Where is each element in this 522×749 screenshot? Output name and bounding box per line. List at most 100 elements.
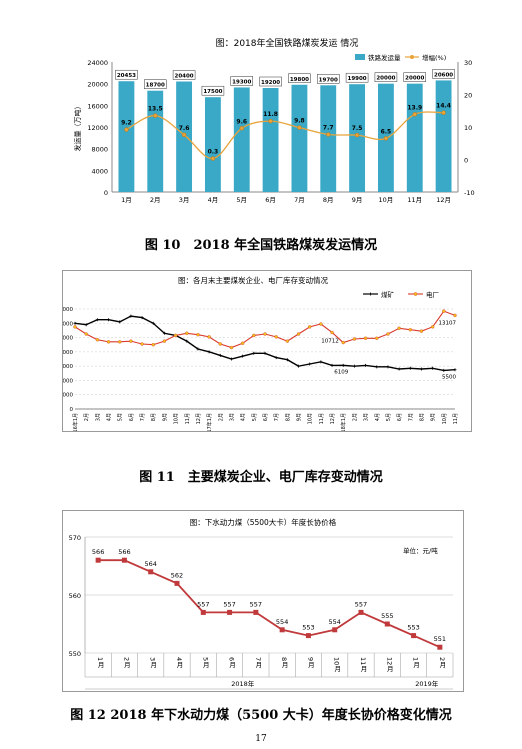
growth-label: 13.9 [407,104,422,111]
coal-mine-point [453,368,457,372]
coal-mine-point [185,339,189,343]
price-point [279,627,285,633]
x-tick-label: 11月 [453,413,459,424]
x-tick-label: 6月 [397,413,403,421]
y-tick-label: 24000 [87,59,108,67]
inventory-chart: 图：各月末主要煤炭企业、电厂库存变动情况 0 2000 4000 6000 8000 100… [56,275,460,439]
bar-label-box [230,76,253,86]
y-tick-label: 550 [69,650,81,658]
x-tick-label: 7月 [294,196,305,204]
x-tick-label: 8月 [280,657,288,669]
price-line [98,559,441,649]
coal-mine-point [431,366,435,370]
y-tick-label: 12000 [63,321,73,327]
legend-line-marker [410,55,414,59]
power-plant-point [308,325,312,329]
price-label: 564 [145,560,157,568]
bar-label-box [345,72,369,83]
chart-title: 图：2018年全国铁路煤炭发运 情况 [216,37,359,49]
bar-label-box [317,74,340,84]
price-label: 553 [302,624,314,632]
bar [118,81,135,192]
coal-mine-point [129,314,133,318]
x-tick-label: 4月 [375,413,381,421]
coal-mine-point [397,367,401,371]
x-tick-label: 7月 [140,413,146,421]
x-tick-label: 3月 [229,413,235,421]
growth-point [124,127,129,132]
growth-point [354,132,360,138]
x-tick-label: 11月 [407,196,422,204]
x-tick-label: 2018年1月 [340,413,347,431]
growth-label: 9.6 [236,118,247,125]
x-tick-label: 10月 [333,657,341,673]
growth-line [126,111,444,160]
x-tick-label: 4月 [208,196,219,204]
price-label: 554 [276,618,288,626]
bar [204,97,221,192]
coal-mine-point [375,365,379,369]
y-tick-label: 14000 [63,307,73,313]
coal-mine-point [408,366,412,370]
power-plant-point [330,330,334,335]
coal-mine-point [252,351,256,355]
growth-point [210,156,216,161]
coal-mine-point [241,354,245,358]
coal-mine-point [73,321,77,325]
y-tick-label: 2000 [63,393,73,399]
x-tick-label: 6月 [129,413,135,421]
rail-coal-chart: 图：2018年全国铁路煤炭发运 情况0400080001200016000200… [73,37,475,204]
price-label: 553 [407,624,419,632]
x-tick-label: 3月 [364,413,370,421]
y-tick-label: 0 [104,189,108,197]
bar-value-label: 18700 [146,83,165,89]
x-tick-label: 2月 [84,413,90,421]
legend-plant-marker [413,292,418,296]
bar-value-label: 20453 [117,73,136,79]
bar-value-label: 19700 [319,77,338,83]
series-line-coal-mine [74,315,456,372]
growth-label: 14.4 [436,103,451,110]
bar-value-label: 20600 [434,72,453,78]
growth-point [268,118,273,124]
price-point [95,557,101,563]
power-plant-point [397,326,401,330]
x-tick-label: 3月 [149,657,157,669]
bar-value-label: 19800 [290,77,309,83]
x-tick-label: 2月 [150,196,161,204]
growth-label: 9.8 [294,118,305,125]
price-point [437,644,443,650]
power-plant-point [218,342,222,346]
y-tick-label: 570 [69,534,81,542]
power-plant-point [296,332,301,336]
y-tick-label: 560 [69,592,81,600]
x-tick-label: 4月 [107,413,113,421]
figure-12-caption: 图 12 2018 年下水动力煤（5500 大卡）年度长协价格变化情况 [70,708,452,723]
price-label: 555 [381,612,393,620]
year-label: 2019年 [415,679,439,688]
bar-value-label: 20400 [175,74,194,80]
power-plant-point [151,343,155,347]
coal-mine-point [207,350,211,354]
x-tick-label: 2017年1月 [206,413,213,431]
x-tick-label: 12月 [385,657,393,673]
price-label: 557 [355,600,367,608]
x-tick-label: 3月 [95,413,101,421]
power-plant-point [240,341,245,345]
legend-line-label: 增幅(%) [422,53,446,62]
coal-mine-point [151,321,155,325]
growth-label: 13.5 [148,106,163,113]
y-tick-label: 12000 [87,124,108,132]
x-tick-label: 7月 [274,413,280,421]
x-tick-label: 5月 [386,413,392,421]
price-label: 557 [197,600,209,608]
price-point [200,609,206,615]
power-plant-point [129,339,133,343]
bar [262,88,279,192]
coal-mine-point [330,363,334,367]
annotation-label: 13107 [439,320,457,326]
annotation-label: 6109 [334,369,348,375]
y2-tick-label: 0 [464,157,468,165]
y-tick-label: 8000 [63,350,73,356]
